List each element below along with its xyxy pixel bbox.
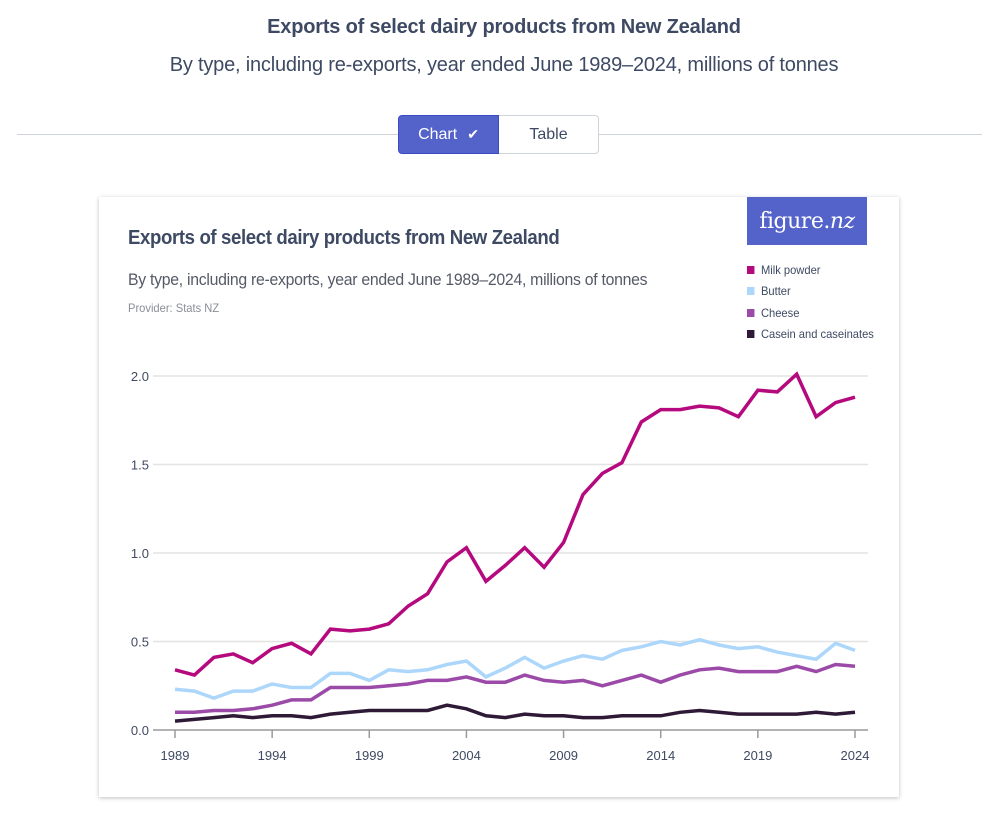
page-subtitle: By type, including re-exports, year ende… [169, 54, 839, 76]
y-axis: 0.0 0.5 1.0 1.5 2.0 [131, 369, 149, 738]
legend-label: Milk powder [760, 262, 821, 277]
checkmark-icon: ✔ [467, 126, 479, 142]
table-view-label: Table [529, 125, 568, 143]
logo-text-main: figure. [759, 208, 830, 234]
x-tick-label: 2004 [452, 748, 481, 763]
y-tick-label: 2.0 [131, 369, 149, 384]
table-view-button[interactable]: Table [499, 115, 599, 154]
page-title: Exports of select dairy products from Ne… [267, 16, 741, 38]
legend-item-butter: Butter [747, 281, 874, 303]
figure-nz-logo[interactable]: figure. nz [747, 197, 867, 245]
x-tick-label: 1994 [258, 748, 287, 763]
legend-swatch [747, 265, 755, 274]
line-chart: 0.0 0.5 1.0 1.5 2.0 1989 1994 1999 2004 2009 2014… [131, 369, 870, 763]
x-tick-label: 2009 [549, 748, 578, 763]
legend-swatch [747, 308, 755, 317]
legend-label: Butter [760, 284, 791, 299]
legend-label: Casein and caseinates [760, 327, 874, 342]
logo-text-italic: nz [829, 208, 855, 234]
legend-item-milk-powder: Milk powder [747, 259, 874, 281]
x-tick-label: 2014 [646, 748, 675, 763]
chart-legend: Milk powder Butter Cheese Casein and cas… [747, 259, 883, 345]
legend-item-casein: Casein and caseinates [747, 324, 874, 346]
y-tick-label: 0.0 [131, 723, 149, 738]
series-lines [174, 371, 856, 723]
divider-right [599, 134, 982, 135]
divider-left [17, 134, 399, 135]
x-tick-label: 2024 [841, 748, 870, 763]
y-tick-label: 1.0 [131, 546, 149, 561]
gridlines [153, 375, 868, 643]
chart-view-label: Chart [418, 125, 458, 143]
x-tick-label: 2019 [743, 748, 772, 763]
legend-item-cheese: Cheese [747, 302, 874, 324]
x-tick-label: 1999 [355, 748, 384, 763]
series-line-milk-powder[interactable] [174, 371, 856, 678]
chart-view-button[interactable]: Chart ✔ [398, 115, 499, 154]
legend-label: Cheese [760, 305, 800, 320]
x-axis: 1989 1994 1999 2004 2009 2014 2019 2024 [153, 729, 870, 763]
series-line-butter[interactable] [174, 637, 856, 700]
view-toggle: Chart ✔ Table [398, 115, 599, 154]
chart-provider: Provider: Stats NZ [128, 301, 220, 315]
chart-title: Exports of select dairy products from Ne… [128, 227, 560, 249]
chart-card: Exports of select dairy products from Ne… [99, 197, 899, 797]
chart-subtitle: By type, including re-exports, year ende… [128, 270, 648, 289]
series-line-cheese[interactable] [175, 662, 856, 715]
y-tick-label: 1.5 [131, 458, 149, 473]
y-tick-label: 0.5 [131, 635, 149, 650]
legend-swatch [747, 330, 755, 339]
x-tick-label: 1989 [161, 748, 190, 763]
series-line-casein-and-caseinates[interactable] [174, 703, 856, 723]
legend-swatch [747, 287, 755, 296]
